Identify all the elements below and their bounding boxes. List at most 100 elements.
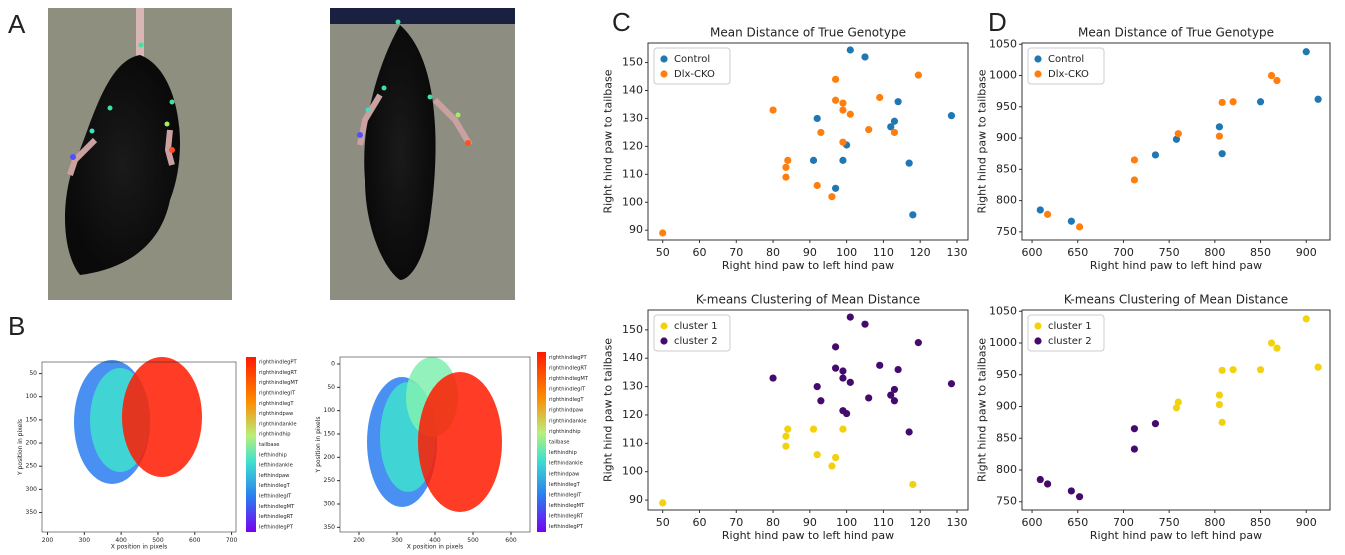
y-tick-label: 950 xyxy=(996,100,1017,113)
scatter-point xyxy=(1218,98,1226,107)
legend-box xyxy=(1027,47,1105,85)
scatter-point xyxy=(890,385,899,394)
x-tick-label: 70 xyxy=(729,516,743,529)
chart-title: K-means Clustering of Mean Distance xyxy=(696,293,920,307)
scatter-point xyxy=(1229,366,1237,374)
photo-right xyxy=(330,8,515,300)
y-tick-label: 120 xyxy=(622,139,643,152)
y-tick-label: 800 xyxy=(996,463,1017,476)
y-tick-label: 350 xyxy=(324,524,336,531)
legend-label: cluster 2 xyxy=(674,336,718,347)
scatter-point xyxy=(831,343,840,351)
x-tick-label: 50 xyxy=(656,246,670,259)
panel-label: B xyxy=(8,311,25,341)
y-tick-label: 110 xyxy=(622,436,643,449)
legend-box xyxy=(653,314,731,352)
x-tick-label: 600 xyxy=(1022,516,1043,529)
scatter-point xyxy=(1172,404,1181,412)
scatter-point xyxy=(894,365,902,374)
scatter-point xyxy=(1215,391,1224,399)
y-tick-label: 0 xyxy=(331,361,335,368)
chart-title: Mean Distance of True Genotype xyxy=(1078,26,1274,40)
colorbar-label: lefthindlegIT xyxy=(259,493,292,499)
colorbar-label: righthindankle xyxy=(259,421,297,427)
plot-frame xyxy=(1021,309,1331,511)
x-tick-label: 800 xyxy=(1204,516,1225,529)
scatter-point xyxy=(839,367,847,375)
x-tick-label: 900 xyxy=(1296,246,1317,259)
x-tick-label: 900 xyxy=(1296,516,1317,529)
scatter-point xyxy=(831,453,840,462)
x-tick-label: 90 xyxy=(803,246,817,259)
y-axis-label: Y position in pixels xyxy=(315,417,322,474)
colorbar-label: righthindhip xyxy=(259,432,291,438)
scatter-point xyxy=(831,96,840,104)
scatter-point xyxy=(839,407,847,415)
y-tick-label: 140 xyxy=(622,84,643,97)
colorbar-label: righthindpaw xyxy=(259,411,294,417)
scatter-point xyxy=(1314,363,1322,371)
scatter-point xyxy=(1067,217,1075,225)
x-tick-label: 110 xyxy=(873,246,894,259)
colorbar-label: lefthindlegRT xyxy=(549,514,584,520)
colorbar-label: lefthindpaw xyxy=(259,473,290,479)
scatter-point xyxy=(846,110,854,118)
colorbar xyxy=(246,357,256,532)
scatter-point xyxy=(839,106,847,114)
scatter-point xyxy=(1172,135,1181,143)
y-tick-label: 100 xyxy=(622,195,643,208)
y-tick-label: 250 xyxy=(324,477,336,484)
colorbar-label: lefthindlegPT xyxy=(549,524,584,530)
scatter-point xyxy=(914,339,922,347)
scatter-point xyxy=(1215,132,1224,140)
scatter-point xyxy=(887,123,895,131)
legend-swatch xyxy=(660,322,668,330)
scatter-point xyxy=(1256,366,1265,374)
scatter-point xyxy=(1036,206,1044,214)
y-tick-label: 750 xyxy=(996,495,1017,508)
y-tick-label: 200 xyxy=(324,454,336,461)
scatter-point xyxy=(1273,344,1281,352)
x-axis-label: Right hind paw to left hind paw xyxy=(722,529,894,542)
scatter-point xyxy=(813,181,821,190)
scatter-point xyxy=(1314,95,1322,103)
colorbar-label: righthindpaw xyxy=(549,408,584,414)
y-axis-label: Y position in pixels xyxy=(17,419,24,476)
scatter-point xyxy=(828,193,836,201)
colorbar-label: lefthindlegT xyxy=(549,482,581,488)
y-tick-label: 150 xyxy=(324,431,336,438)
colorbar-label: lefthindankle xyxy=(259,463,293,469)
scatter-point xyxy=(1151,420,1160,428)
y-tick-label: 150 xyxy=(26,416,38,423)
y-tick-label: 750 xyxy=(996,225,1017,238)
colorbar-label: righthindhip xyxy=(549,429,581,435)
plot-frame xyxy=(647,309,969,511)
x-tick-label: 50 xyxy=(656,516,670,529)
scatter-point xyxy=(914,71,922,79)
y-tick-label: 50 xyxy=(29,370,37,377)
y-tick-label: 100 xyxy=(622,465,643,478)
legend-label: cluster 1 xyxy=(674,321,718,332)
scatter-point xyxy=(1174,130,1182,138)
legend-swatch xyxy=(660,70,668,78)
scatter-point xyxy=(782,173,790,181)
y-tick-label: 140 xyxy=(622,351,643,364)
colorbar-label: righthindlegT xyxy=(549,397,584,403)
x-tick-label: 100 xyxy=(836,246,857,259)
x-axis-label: Right hind paw to left hind paw xyxy=(1090,529,1262,542)
scatter-point xyxy=(1036,475,1044,484)
legend-swatch xyxy=(1034,70,1042,78)
scatter-point xyxy=(1267,71,1276,80)
colorbar-label: righthindlegMT xyxy=(259,380,299,386)
scatter-point xyxy=(909,480,917,489)
y-tick-label: 300 xyxy=(324,501,336,508)
scatter-point xyxy=(828,462,836,470)
legend-box xyxy=(1027,314,1105,352)
scatter-point xyxy=(1218,418,1226,426)
x-tick-label: 110 xyxy=(873,516,894,529)
x-tick-label: 300 xyxy=(391,537,403,544)
legend-label: Control xyxy=(674,54,710,65)
y-tick-label: 300 xyxy=(26,486,38,493)
x-tick-label: 200 xyxy=(353,537,365,544)
colorbar-label: lefthindhip xyxy=(259,452,287,458)
